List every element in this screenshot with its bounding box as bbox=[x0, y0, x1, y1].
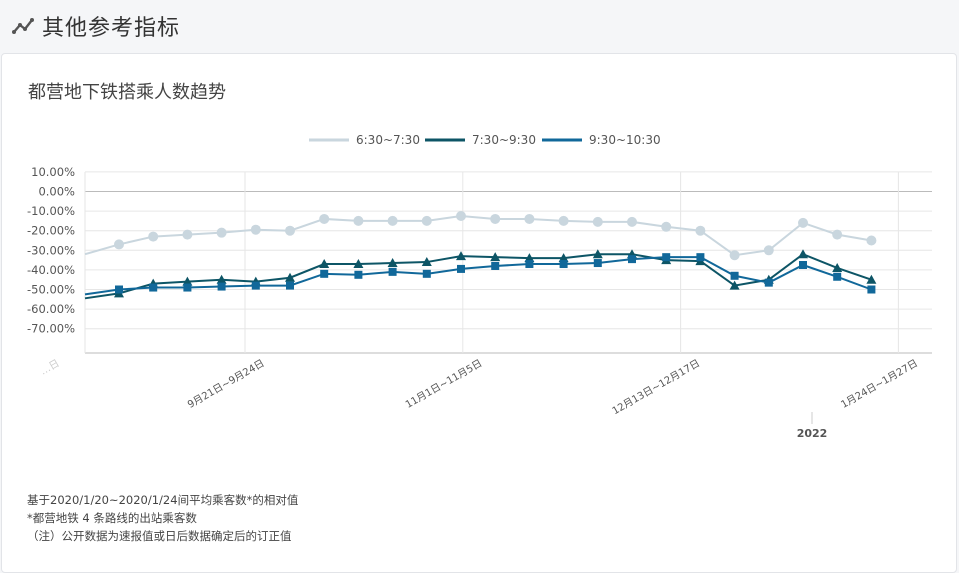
y-tick-label: -30.00% bbox=[27, 243, 75, 257]
x-tick-label: 9月21日~9月24日 bbox=[186, 357, 267, 411]
series-line bbox=[84, 253, 872, 300]
chart-title: 都营地下铁搭乘人数趋势 bbox=[28, 82, 226, 103]
data-point bbox=[353, 259, 364, 269]
data-point bbox=[114, 239, 124, 250]
data-point bbox=[832, 262, 843, 272]
y-tick-label: -20.00% bbox=[27, 224, 75, 238]
data-point bbox=[319, 213, 330, 224]
data-point bbox=[628, 255, 636, 264]
series-line bbox=[84, 214, 872, 257]
data-point bbox=[216, 227, 227, 238]
data-point bbox=[251, 281, 260, 290]
data-point bbox=[729, 280, 740, 290]
y-tick-label: -40.00% bbox=[27, 263, 75, 277]
data-point bbox=[182, 229, 193, 240]
data-point bbox=[285, 225, 295, 236]
data-point bbox=[559, 260, 568, 269]
data-point bbox=[662, 253, 671, 262]
data-point bbox=[115, 285, 123, 294]
data-point bbox=[525, 260, 534, 269]
data-point bbox=[216, 274, 227, 284]
data-point bbox=[353, 215, 364, 226]
data-point bbox=[592, 216, 603, 227]
data-point bbox=[524, 253, 535, 263]
section-title: 其他参考指标 bbox=[42, 16, 181, 41]
data-point bbox=[320, 269, 329, 278]
data-point bbox=[867, 285, 876, 294]
data-point bbox=[798, 249, 808, 259]
data-point bbox=[456, 251, 466, 261]
data-point bbox=[285, 272, 295, 282]
data-point bbox=[217, 282, 226, 291]
section-header: 其他参考指标 bbox=[0, 0, 959, 52]
data-point bbox=[354, 270, 363, 279]
data-point bbox=[696, 253, 705, 262]
data-point bbox=[286, 281, 294, 290]
data-point bbox=[730, 271, 739, 280]
legend-label: 7:30~9:30 bbox=[472, 133, 536, 147]
footnote-baseline: 基于2020/1/20~2020/1/24间平均乘客数*的相对值 bbox=[27, 493, 299, 507]
y-tick-label: -60.00% bbox=[27, 302, 75, 316]
data-point bbox=[627, 216, 637, 227]
data-point bbox=[866, 274, 877, 284]
data-point bbox=[457, 264, 465, 273]
data-point bbox=[695, 225, 706, 236]
data-point bbox=[491, 261, 500, 270]
data-point bbox=[387, 258, 398, 268]
x-tick-label: 11月1日~11月5日 bbox=[403, 357, 484, 411]
data-point bbox=[490, 252, 501, 262]
data-point bbox=[764, 278, 773, 287]
x-tick-label: …日 bbox=[39, 358, 62, 378]
data-point bbox=[422, 269, 431, 278]
legend-label: 9:30~10:30 bbox=[589, 133, 661, 147]
x-tick-label: 12月13日~12月17日 bbox=[610, 357, 702, 417]
data-point bbox=[558, 253, 569, 263]
data-point bbox=[149, 283, 158, 292]
data-point bbox=[490, 213, 501, 224]
y-tick-label: 10.00% bbox=[31, 165, 75, 179]
data-point bbox=[387, 215, 398, 226]
line-chart-icon bbox=[12, 14, 36, 38]
series-line bbox=[84, 256, 872, 296]
data-point bbox=[866, 235, 877, 246]
footnote-disclaimer: （注）公开数据为速报值或日后数据确定后的订正值 bbox=[27, 529, 292, 543]
footnote-definition: *都营地铁 4 条路线的出站乘客数 bbox=[27, 511, 197, 525]
data-point bbox=[250, 224, 261, 235]
data-point bbox=[183, 283, 192, 292]
data-point bbox=[763, 245, 774, 256]
data-point bbox=[593, 259, 602, 268]
data-point bbox=[182, 276, 193, 286]
data-point bbox=[388, 267, 397, 276]
chart-card bbox=[1, 53, 957, 573]
data-point bbox=[524, 213, 535, 224]
data-point bbox=[833, 272, 842, 281]
legend-label: 6:30~7:30 bbox=[356, 133, 420, 147]
y-tick-label: -10.00% bbox=[27, 204, 75, 218]
data-point bbox=[148, 231, 159, 242]
data-point bbox=[421, 257, 432, 267]
data-point bbox=[456, 211, 466, 221]
data-point bbox=[592, 249, 603, 259]
data-point bbox=[319, 259, 330, 269]
data-point bbox=[798, 217, 808, 228]
data-point bbox=[832, 229, 843, 240]
data-point bbox=[421, 215, 432, 226]
y-tick-label: -70.00% bbox=[27, 322, 75, 336]
footnotes: 基于2020/1/20~2020/1/24间平均乘客数*的相对值 *都营地铁 4… bbox=[27, 491, 298, 545]
data-point bbox=[799, 261, 807, 269]
data-point bbox=[661, 221, 672, 232]
y-tick-label: -50.00% bbox=[27, 283, 75, 297]
ridership-line-chart: 10.00% 0.00% -10.00% -20.00% -30.00% -40.00% -… bbox=[27, 133, 932, 440]
x-tick-label: 1月24日~1月27日 bbox=[839, 357, 920, 411]
data-point bbox=[729, 250, 740, 261]
year-label: 2022 bbox=[797, 427, 828, 440]
data-point bbox=[558, 215, 569, 226]
y-tick-label: 0.00% bbox=[38, 185, 75, 199]
